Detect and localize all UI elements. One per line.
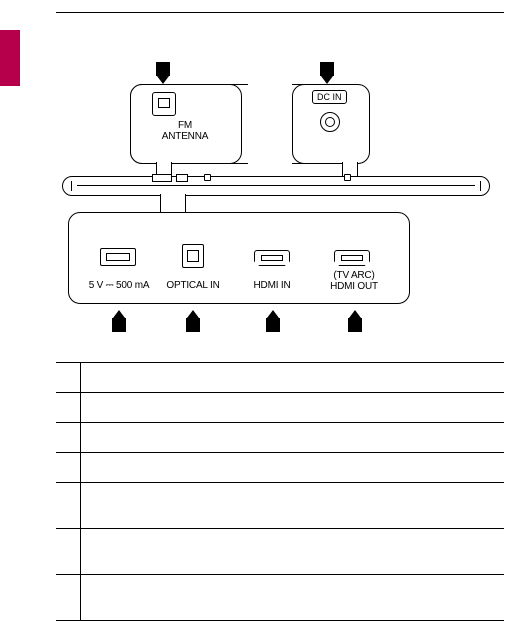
callout-marker-top-1 <box>156 62 170 76</box>
hdmi-out-port-icon <box>334 250 370 266</box>
callout-marker-bot-1 <box>112 318 126 332</box>
side-tab <box>0 30 20 86</box>
table-rule <box>56 422 504 423</box>
table-rule <box>56 528 504 529</box>
table-rule <box>56 362 504 363</box>
table-divider <box>80 362 81 620</box>
neck-lower <box>160 194 186 214</box>
optical-in-label: OPTICAL IN <box>160 280 226 291</box>
dc-in-jack-icon <box>320 112 340 132</box>
table-rule <box>56 482 504 483</box>
dc-in-label: DC IN <box>312 90 347 104</box>
optical-port-icon <box>182 244 204 268</box>
fm-antenna-port-icon <box>152 92 176 116</box>
callout-marker-bot-2 <box>186 318 200 332</box>
usb-port-icon <box>100 248 136 266</box>
bar-dot-2 <box>344 174 351 181</box>
bar-dot-1 <box>204 174 211 181</box>
callout-marker-bot-3 <box>266 318 280 332</box>
soundbar-body <box>62 176 490 196</box>
table-rule <box>56 452 504 453</box>
hdmi-in-port-icon <box>254 250 290 266</box>
table-rule <box>56 392 504 393</box>
bar-notch-2 <box>176 174 188 182</box>
usb-power-label: 5 V ⎓ 500 mA <box>78 280 160 291</box>
bar-notch-1 <box>152 174 172 182</box>
table-rule <box>56 574 504 575</box>
fm-antenna-label: FM ANTENNA <box>132 120 238 142</box>
callout-marker-top-2 <box>320 62 334 76</box>
callout-marker-bot-4 <box>348 318 362 332</box>
rear-panel-diagram: FM ANTENNA DC IN 5 V ⎓ 500 mA OPTICAL IN… <box>62 58 488 352</box>
hdmi-out-label: (TV ARC) HDMI OUT <box>318 270 390 292</box>
hdmi-in-label: HDMI IN <box>246 280 298 291</box>
top-rule <box>56 12 504 13</box>
upper-box-gap <box>248 84 292 164</box>
